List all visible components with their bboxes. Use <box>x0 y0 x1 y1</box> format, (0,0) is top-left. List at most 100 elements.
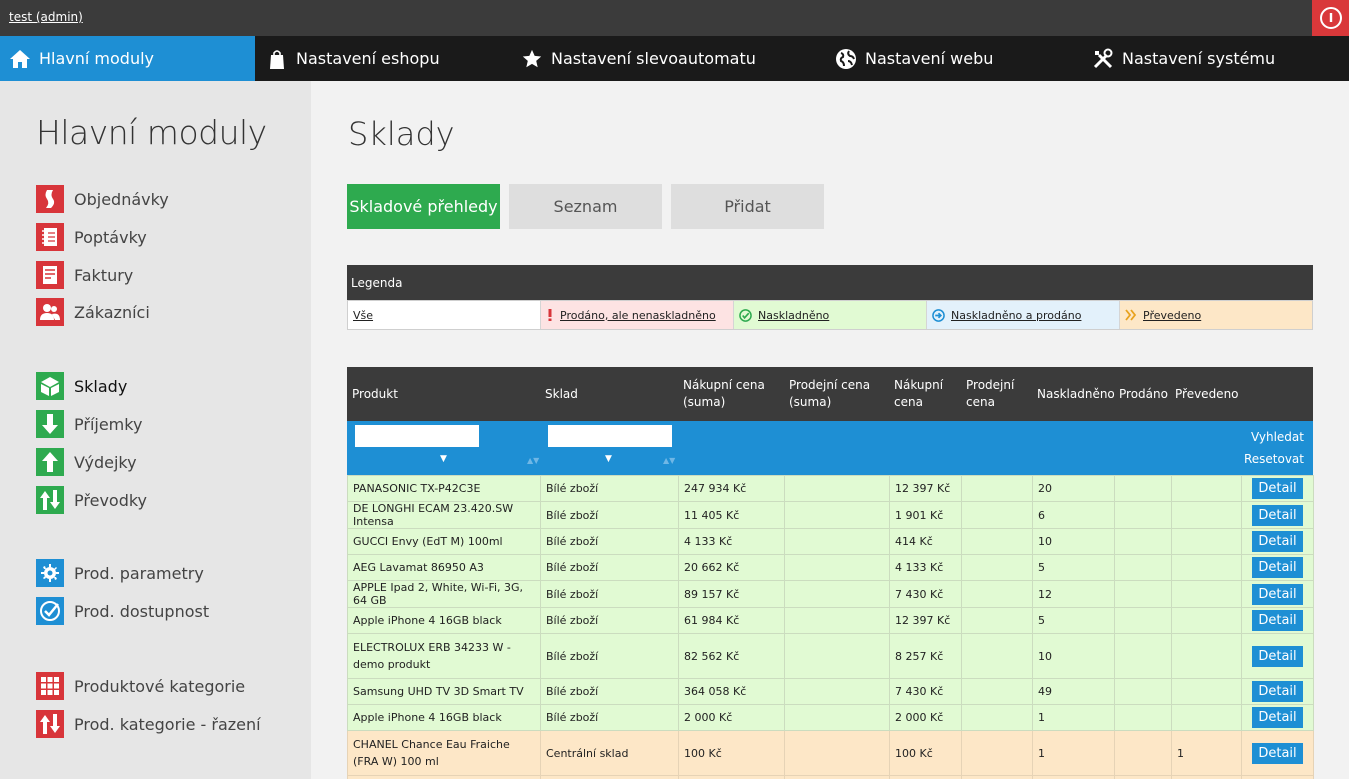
tools-icon <box>1092 48 1114 70</box>
cell-transferred <box>1171 580 1242 608</box>
arrow-up-icon <box>36 448 64 476</box>
cell-warehouse: Centrální sklad <box>540 730 679 776</box>
sort-icon[interactable]: ▲▼ <box>663 456 676 465</box>
sidebar-item-issues[interactable]: Výdejky <box>36 448 137 476</box>
search-link[interactable]: Vyhledat <box>1251 430 1304 444</box>
sidebar-item-category-ordering[interactable]: Prod. kategorie - řazení <box>36 710 261 738</box>
exclamation-icon <box>546 309 554 321</box>
cell-purchase-sum: 4 133 Kč <box>678 528 785 555</box>
sidebar-item-customers[interactable]: Zákazníci <box>36 298 150 326</box>
detail-button[interactable]: Detail <box>1252 557 1303 578</box>
empty-cell <box>1241 775 1314 779</box>
nav-main-modules[interactable]: Hlavní moduly <box>0 36 255 81</box>
chevron-down-icon[interactable]: ▼ <box>440 454 447 464</box>
column-header-sale-sum[interactable]: Prodejní cena (suma) <box>789 378 871 409</box>
nav-eshop-settings[interactable]: Nastavení eshopu <box>266 36 440 81</box>
cell-actions: Detail <box>1241 633 1314 679</box>
detail-button[interactable]: Detail <box>1252 583 1303 605</box>
tab-add[interactable]: Přidat <box>671 184 824 229</box>
tab-list[interactable]: Seznam <box>509 184 662 229</box>
column-header-stocked[interactable]: Naskladněno <box>1037 386 1115 401</box>
sidebar-item-product-categories[interactable]: Produktové kategorie <box>36 672 245 700</box>
cell-sale-price <box>961 633 1033 679</box>
cell-actions: Detail <box>1241 580 1314 608</box>
legend-transferred[interactable]: Převedeno <box>1120 301 1312 329</box>
user-link[interactable]: test (admin) <box>9 10 83 24</box>
detail-button[interactable]: Detail <box>1252 681 1303 702</box>
detail-button[interactable]: Detail <box>1252 610 1303 631</box>
cell-actions: Detail <box>1241 475 1314 502</box>
check-circle-icon <box>36 597 64 625</box>
sidebar-item-invoices[interactable]: Faktury <box>36 261 133 289</box>
nav-system-settings[interactable]: Nastavení systému <box>1092 36 1275 81</box>
reset-link[interactable]: Resetovat <box>1243 452 1304 466</box>
cell-product: PANASONIC TX-P42C3E <box>347 475 541 502</box>
legend-label[interactable]: Převedeno <box>1143 308 1202 322</box>
cell-warehouse: Bílé zboží <box>540 607 679 634</box>
table-row <box>347 775 1314 779</box>
cell-warehouse: Bílé zboží <box>540 678 679 705</box>
legend-all[interactable]: Vše <box>348 301 541 329</box>
power-icon <box>1319 7 1342 29</box>
shopping-bag-icon <box>266 48 288 70</box>
column-header-warehouse[interactable]: Sklad <box>545 386 578 401</box>
page-title: Sklady <box>348 115 455 153</box>
cell-purchase-price: 7 430 Kč <box>889 580 962 608</box>
cell-transferred <box>1171 501 1242 529</box>
product-filter-input[interactable] <box>355 425 479 447</box>
cell-purchase-sum: 20 662 Kč <box>678 554 785 581</box>
cell-actions: Detail <box>1241 528 1314 555</box>
legend-label[interactable]: Naskladněno a prodáno <box>951 308 1082 322</box>
sidebar-item-orders[interactable]: Objednávky <box>36 185 169 213</box>
nav-discount-settings[interactable]: Nastavení slevoautomatu <box>521 36 756 81</box>
logout-button[interactable] <box>1312 0 1349 36</box>
chevron-down-icon[interactable]: ▼ <box>605 454 612 464</box>
column-header-product[interactable]: Produkt <box>352 386 398 401</box>
legend-stocked-and-sold[interactable]: Naskladněno a prodáno <box>927 301 1120 329</box>
main-content: Sklady Skladové přehledy Seznam Přidat L… <box>311 81 1349 779</box>
column-header-sale-price[interactable]: Prodejní cena <box>966 378 1015 409</box>
tab-warehouse-overviews[interactable]: Skladové přehledy <box>347 184 500 229</box>
sidebar-item-product-availability[interactable]: Prod. dostupnost <box>36 597 209 625</box>
detail-button[interactable]: Detail <box>1252 645 1303 667</box>
gear-icon <box>36 559 64 587</box>
cell-sale-sum <box>784 580 890 608</box>
legend-label[interactable]: Vše <box>353 308 374 322</box>
sidebar-item-product-parameters[interactable]: Prod. parametry <box>36 559 204 587</box>
empty-cell <box>784 775 890 779</box>
column-header-transferred[interactable]: Převedeno <box>1175 386 1239 401</box>
cell-purchase-price: 7 430 Kč <box>889 678 962 705</box>
detail-button[interactable]: Detail <box>1252 742 1303 764</box>
legend-label[interactable]: Naskladněno <box>758 308 830 322</box>
sort-icon[interactable]: ▲▼ <box>527 456 540 465</box>
nav-label: Nastavení webu <box>865 49 994 68</box>
cell-sale-sum <box>784 501 890 529</box>
cell-sale-price <box>961 678 1033 705</box>
sidebar-item-inquiries[interactable]: Poptávky <box>36 223 147 251</box>
cell-sale-sum <box>784 633 890 679</box>
legend-stocked[interactable]: Naskladněno <box>734 301 927 329</box>
sidebar-item-warehouses[interactable]: Sklady <box>36 372 127 400</box>
invoice-icon <box>36 261 64 289</box>
warehouse-filter-input[interactable] <box>548 425 672 447</box>
detail-button[interactable]: Detail <box>1252 707 1303 728</box>
detail-button[interactable]: Detail <box>1252 531 1303 552</box>
legend-label[interactable]: Prodáno, ale nenaskladněno <box>560 308 716 322</box>
column-header-sold[interactable]: Prodáno <box>1119 386 1168 401</box>
column-header-purchase-sum[interactable]: Nákupní cena (suma) <box>683 378 765 409</box>
empty-cell <box>1114 775 1172 779</box>
nav-web-settings[interactable]: Nastavení webu <box>835 36 993 81</box>
cell-sold <box>1114 501 1172 529</box>
arrow-down-icon <box>36 410 64 438</box>
detail-button[interactable]: Detail <box>1252 504 1303 526</box>
detail-button[interactable]: Detail <box>1252 478 1303 499</box>
cell-sale-price <box>961 730 1033 776</box>
legend-sold-not-stocked[interactable]: Prodáno, ale nenaskladněno <box>541 301 734 329</box>
sidebar-item-receipts[interactable]: Příjemky <box>36 410 142 438</box>
column-header-purchase-price[interactable]: Nákupní cena <box>894 378 944 409</box>
sidebar-item-transfers[interactable]: Převodky <box>36 486 147 514</box>
cell-purchase-sum: 11 405 Kč <box>678 501 785 529</box>
cell-product: DE LONGHI ECAM 23.420.SW Intensa <box>347 501 541 529</box>
cell-product: APPLE Ipad 2, White, Wi-Fi, 3G, 64 GB <box>347 580 541 608</box>
cell-stocked: 1 <box>1032 704 1115 731</box>
